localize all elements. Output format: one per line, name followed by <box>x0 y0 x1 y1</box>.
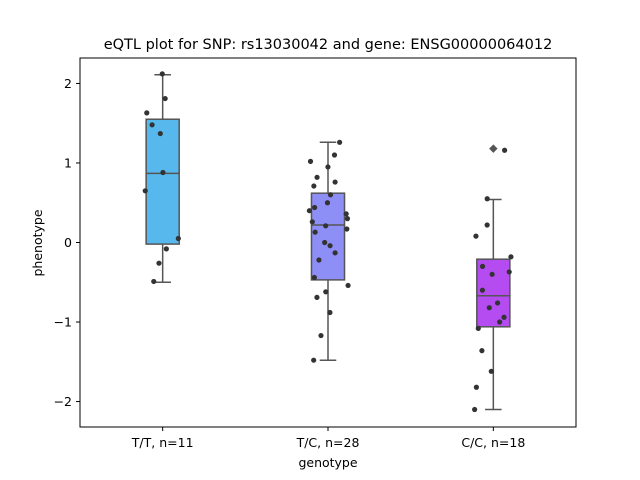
x-tick-label: C/C, n=18 <box>461 435 525 450</box>
data-point <box>502 147 508 153</box>
data-point <box>484 196 490 202</box>
data-point <box>472 406 478 413</box>
data-point <box>314 174 320 180</box>
data-point <box>486 305 492 311</box>
data-point <box>479 348 485 354</box>
y-tick-label: −1 <box>54 315 72 330</box>
data-point <box>318 332 324 339</box>
data-point <box>156 260 162 266</box>
data-point <box>151 278 157 285</box>
data-point <box>479 287 486 293</box>
x-tick-label: T/T, n=11 <box>131 435 194 450</box>
y-tick-label: 2 <box>64 76 72 91</box>
data-point <box>484 222 490 228</box>
data-point <box>508 254 514 260</box>
data-point <box>157 130 163 137</box>
data-point <box>306 208 313 214</box>
data-point <box>327 243 333 249</box>
data-point <box>506 269 512 275</box>
plot-area <box>142 71 514 413</box>
chart-title: eQTL plot for SNP: rs13030042 and gene: … <box>104 37 553 53</box>
data-point <box>343 211 349 217</box>
data-point <box>311 183 317 189</box>
outlier-marker <box>489 144 498 153</box>
data-point <box>473 384 479 390</box>
data-point <box>475 325 481 331</box>
data-point <box>311 274 317 281</box>
data-point <box>159 71 165 77</box>
box-1 <box>145 118 180 245</box>
y-tick-label: 1 <box>64 155 72 170</box>
x-tick-label: T/C, n=28 <box>296 435 360 450</box>
data-point <box>309 219 315 225</box>
data-point <box>316 257 322 263</box>
data-point <box>314 294 320 300</box>
data-point <box>312 229 318 235</box>
data-point <box>142 188 148 194</box>
data-point <box>325 164 331 170</box>
data-point <box>162 95 168 102</box>
data-point <box>494 300 501 306</box>
data-point <box>175 235 181 242</box>
data-point <box>501 314 507 320</box>
data-point <box>332 250 338 256</box>
data-point <box>497 319 503 325</box>
data-point <box>489 271 495 277</box>
data-point <box>488 368 494 374</box>
data-point <box>323 223 329 229</box>
data-point <box>345 282 351 289</box>
data-point <box>344 226 350 232</box>
data-point <box>144 110 150 116</box>
data-point <box>324 200 331 206</box>
data-point <box>307 158 314 164</box>
data-point <box>344 216 351 222</box>
data-point <box>473 233 479 239</box>
data-point <box>479 263 486 269</box>
data-point <box>331 152 338 158</box>
data-point <box>322 239 328 246</box>
y-tick-label: −2 <box>54 394 72 409</box>
data-point <box>332 179 338 185</box>
data-point <box>337 139 343 145</box>
data-point <box>323 289 329 295</box>
y-tick-label: 0 <box>64 235 72 250</box>
x-axis-label: genotype <box>298 455 357 470</box>
data-point <box>312 204 318 211</box>
data-point <box>149 122 155 128</box>
y-axis-label: phenotype <box>30 209 45 276</box>
data-point <box>327 309 333 316</box>
data-point <box>160 169 166 176</box>
data-point <box>327 192 334 198</box>
data-point <box>163 246 169 252</box>
data-point <box>311 357 317 363</box>
